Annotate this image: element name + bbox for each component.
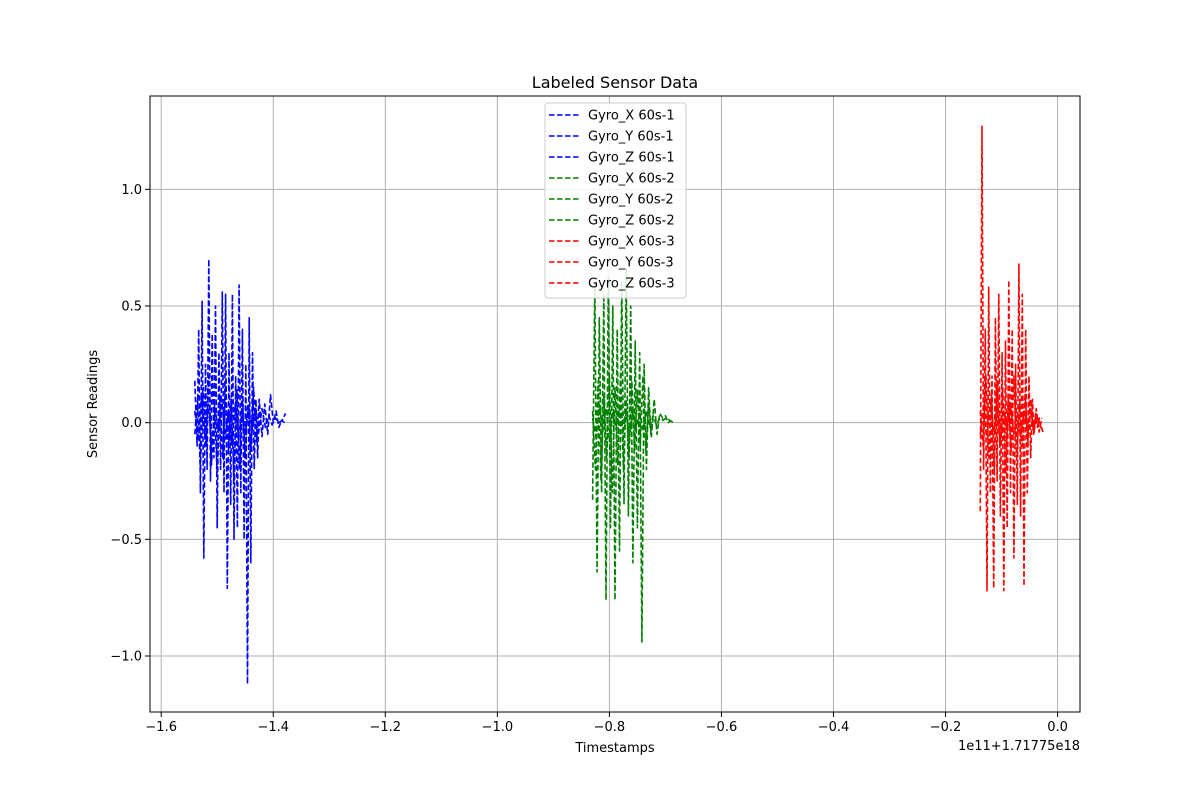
y-tick-label: −1.0 [110, 650, 142, 665]
x-tick-label: −0.8 [594, 720, 626, 735]
series-line [979, 125, 1042, 592]
legend-entry: Gyro_X 60s-3 [588, 235, 675, 250]
x-tick-label: −1.2 [370, 720, 402, 735]
chart-title: Labeled Sensor Data [532, 73, 698, 92]
x-tick-label: 0.0 [1047, 720, 1068, 735]
series-line [194, 393, 287, 447]
series-line [591, 403, 674, 443]
series-line [979, 375, 1043, 475]
legend-entry: Gyro_Z 60s-3 [588, 277, 675, 292]
legend-entry: Gyro_Y 60s-1 [588, 130, 674, 145]
x-tick-label: −0.6 [706, 720, 738, 735]
x-tick-label: −1.6 [145, 720, 177, 735]
y-tick-label: 0.0 [121, 416, 142, 431]
legend-entry: Gyro_Y 60s-3 [588, 256, 674, 271]
series-line [979, 398, 1044, 443]
series-line [591, 267, 654, 643]
x-axis-offset-text: 1e11+1.71775e18 [958, 739, 1080, 754]
axes-frame [149, 95, 1081, 713]
legend-entry: Gyro_Z 60s-2 [588, 214, 675, 229]
legend-entry: Gyro_Z 60s-1 [588, 151, 675, 166]
legend-box [544, 102, 687, 299]
y-tick-label: 1.0 [121, 183, 142, 198]
plot-series [194, 125, 1044, 685]
x-tick-label: −0.4 [818, 720, 850, 735]
axis-ticks: −1.6 −1.4 −1.2 −1.0 −0.8 −0.6 −0.4 −0.2 0.0 −1.0 −… [110, 183, 1068, 735]
series-line [194, 375, 286, 482]
legend-entry: Gyro_X 60s-1 [588, 109, 675, 124]
x-axis-label: Timestamps [574, 741, 655, 756]
legend: Gyro_X 60s-1 Gyro_Y 60s-1 Gyro_Z 60s-1 Gyro… [544, 102, 687, 299]
y-tick-label: −0.5 [110, 533, 142, 548]
legend-entry: Gyro_X 60s-2 [588, 172, 675, 187]
y-tick-label: 0.5 [121, 300, 142, 315]
legend-entry: Gyro_Y 60s-2 [588, 193, 674, 208]
x-tick-label: −1.0 [482, 720, 514, 735]
x-tick-label: −1.4 [257, 720, 289, 735]
y-axis-label: Sensor Readings [86, 350, 101, 458]
series-line [591, 370, 672, 494]
x-tick-label: −0.2 [930, 720, 962, 735]
